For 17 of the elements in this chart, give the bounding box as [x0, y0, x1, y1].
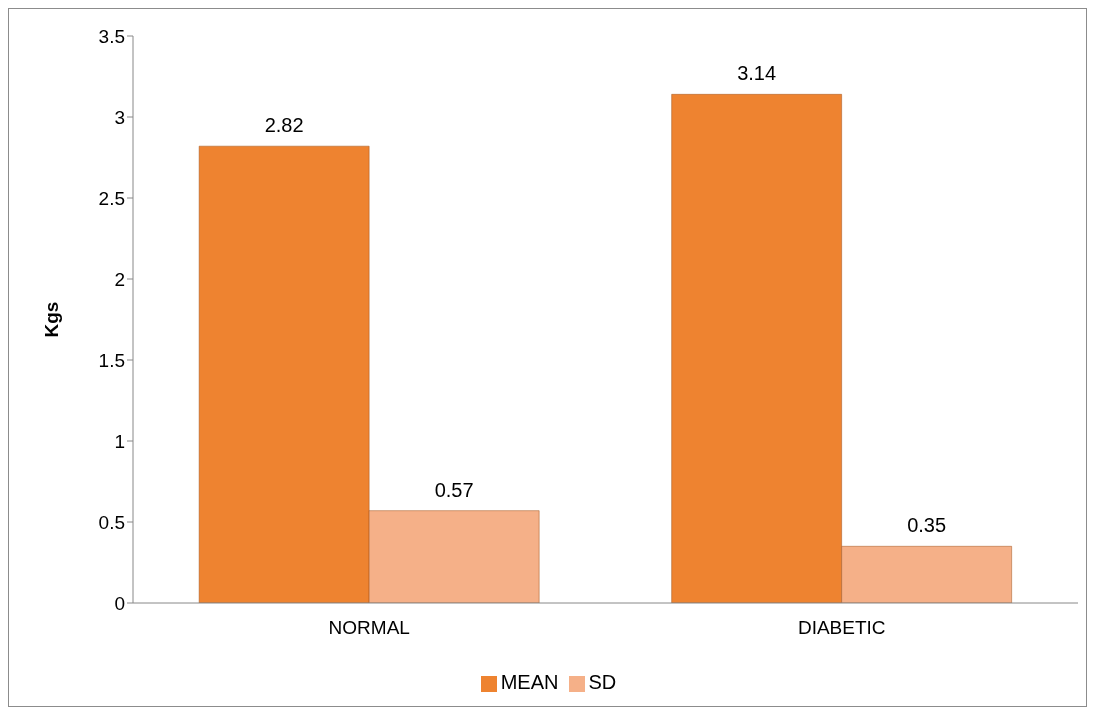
data-label: 0.35 — [907, 514, 947, 537]
legend-label: SD — [588, 671, 617, 693]
data-label: 0.57 — [434, 478, 474, 501]
y-tick-label: 0.5 — [98, 511, 125, 533]
data-label: 2.82 — [264, 114, 304, 137]
legend-label: MEAN — [500, 671, 559, 693]
y-tick-label: 0 — [114, 592, 125, 614]
y-tick-label: 3 — [114, 106, 125, 128]
y-tick-label: 2 — [114, 268, 125, 290]
y-tick-label: 1 — [114, 430, 125, 452]
data-label: 3.14 — [737, 62, 777, 85]
x-tick-label: NORMAL — [328, 617, 410, 639]
y-tick-label: 3.5 — [98, 25, 125, 47]
x-tick-label: DIABETIC — [797, 617, 886, 639]
y-axis-title: Kgs — [40, 301, 62, 338]
y-tick-label: 2.5 — [98, 187, 125, 209]
y-tick-label: 1.5 — [98, 349, 125, 371]
